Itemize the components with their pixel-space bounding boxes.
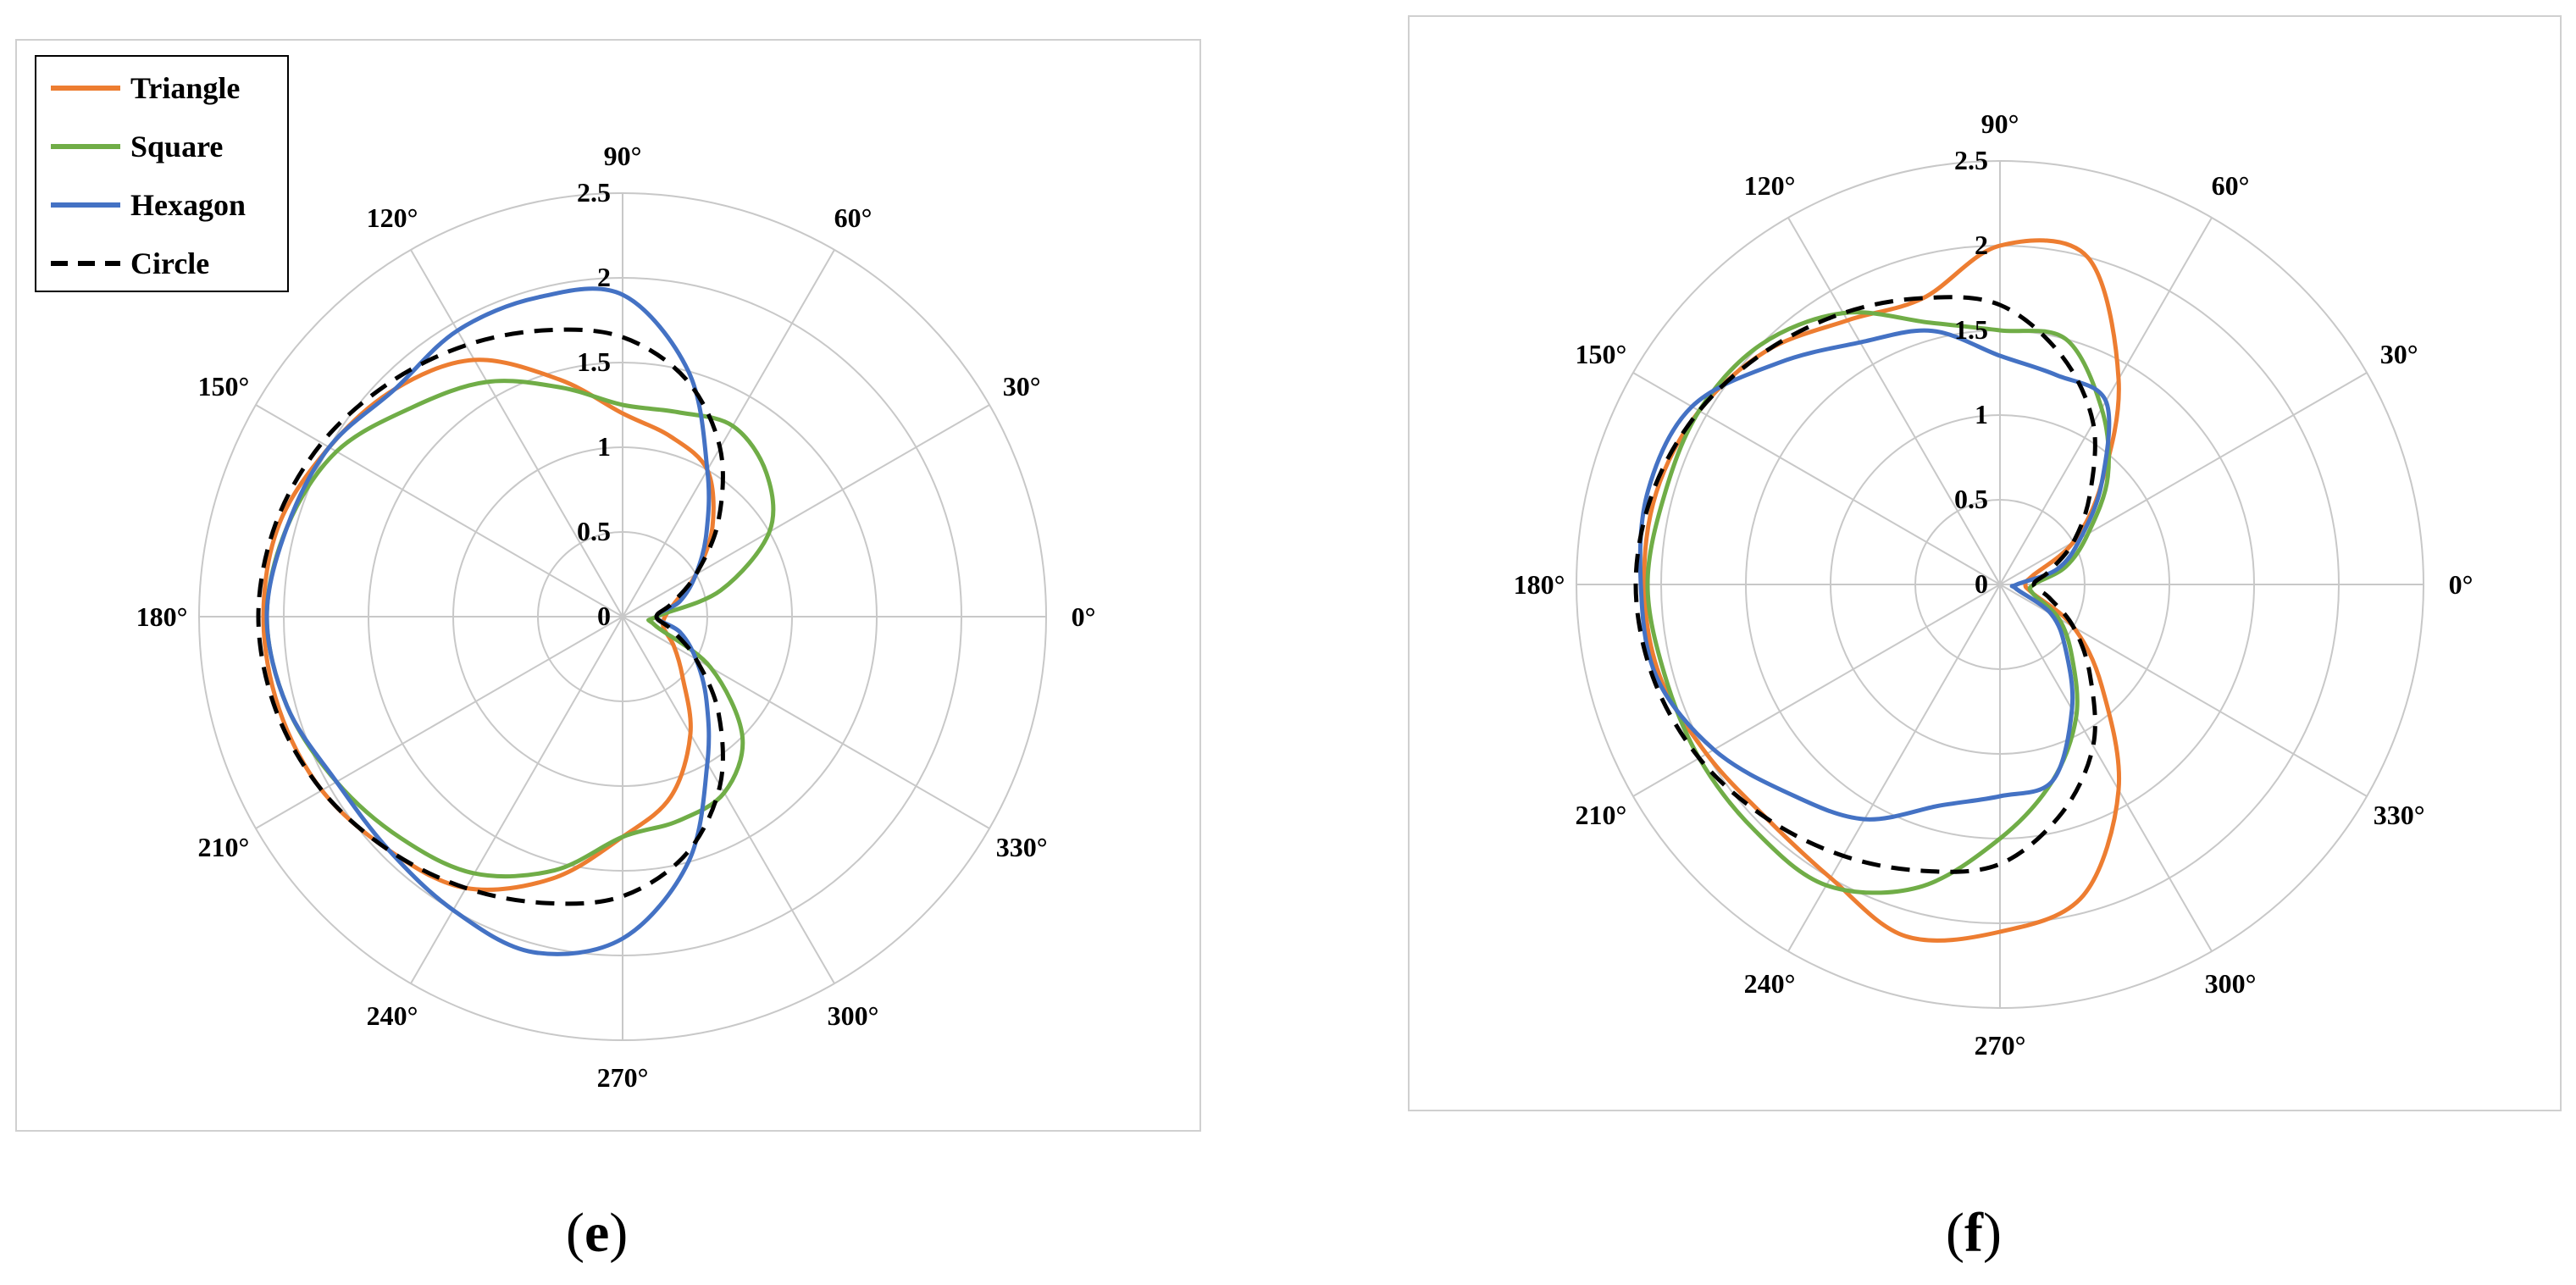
angle-tick-label: 270°	[1975, 1030, 2026, 1061]
angle-tick-label: 210°	[1575, 800, 1626, 830]
caption-f: (f)	[1946, 1202, 2002, 1264]
angle-tick-label: 210°	[197, 832, 249, 862]
angle-tick-label: 60°	[2212, 170, 2250, 201]
angle-tick-label: 150°	[1575, 339, 1626, 369]
grid-spoke	[410, 249, 623, 618]
angle-tick-label: 60°	[834, 202, 873, 233]
angle-tick-label: 270°	[597, 1062, 649, 1093]
grid-spoke	[1632, 372, 2001, 585]
grid-spoke	[622, 616, 835, 984]
angle-tick-label: 180°	[136, 601, 188, 632]
polar-grid	[198, 192, 1047, 1041]
angle-tick-label: 300°	[2205, 968, 2257, 999]
series-line-circle	[1633, 295, 2097, 874]
series-line-triangle	[261, 357, 716, 892]
grid-spoke	[1632, 584, 2001, 797]
grid-spoke	[1999, 584, 2213, 952]
angle-tick-label: 120°	[367, 202, 418, 233]
legend-label-hexagon: Hexagon	[130, 188, 246, 222]
polar-chart-f: 0 0.5 1 1.5 2 2.5 0° 30° 60° 90° 120° 150° 180° 210° 2…	[1514, 108, 2474, 1061]
series-line-hexagon	[1637, 328, 2112, 822]
series-line-hexagon	[264, 286, 712, 956]
caption-e: (e)	[566, 1202, 629, 1264]
legend-label-circle: Circle	[130, 246, 209, 280]
radial-tick-label: 2.5	[577, 177, 611, 208]
polar-chart-e: 0 0.5 1 1.5 2 2.5 0° 30° 60° 90° 120° 150° 180° 210° 2…	[35, 55, 1096, 1093]
radial-tick-label: 1	[1975, 399, 1988, 429]
angle-tick-label: 240°	[1744, 968, 1796, 999]
angle-tick-label: 90°	[604, 141, 642, 171]
legend-box	[35, 55, 289, 292]
grid-spoke	[622, 249, 835, 618]
radial-tick-label: 2	[597, 262, 611, 292]
polar-chart-panel-e: 0 0.5 1 1.5 2 2.5 0° 30° 60° 90° 120° 150° 180° 210° 2…	[15, 39, 1201, 1132]
angle-tick-label: 30°	[2380, 339, 2418, 369]
legend-label-triangle: Triangle	[130, 71, 240, 105]
polar-chart-panel-f: 0 0.5 1 1.5 2 2.5 0° 30° 60° 90° 120° 150° 180° 210° 2…	[1408, 15, 2562, 1111]
angle-tick-label: 330°	[996, 832, 1048, 862]
grid-spoke	[1999, 372, 2368, 585]
legend: Triangle Square Hexagon Circle	[35, 55, 289, 292]
legend-label-square: Square	[130, 130, 223, 163]
grid-spoke	[1787, 584, 2001, 952]
angle-tick-label: 150°	[197, 371, 249, 402]
radial-tick-label: 2	[1975, 230, 1988, 260]
grid-spoke	[622, 404, 990, 618]
grid-spoke	[255, 616, 623, 829]
series-line-circle	[256, 327, 725, 906]
angle-tick-label: 120°	[1744, 170, 1796, 201]
radial-tick-label: 0.5	[577, 516, 611, 546]
radial-tick-label: 0	[1975, 568, 1988, 599]
series-group	[1633, 238, 2122, 943]
radial-tick-label: 0.5	[1954, 484, 1988, 514]
radial-tick-label: 0	[597, 601, 611, 631]
angle-tick-label: 0°	[1072, 601, 1096, 632]
radial-tick-label: 1.5	[1954, 314, 1988, 345]
angle-tick-label: 0°	[2449, 569, 2474, 600]
polar-grid	[1576, 160, 2424, 1009]
angle-tick-label: 300°	[828, 1000, 879, 1031]
angle-tick-label: 30°	[1003, 371, 1041, 402]
grid-spoke	[255, 404, 623, 618]
angle-tick-label: 330°	[2374, 800, 2425, 830]
angle-tick-label: 90°	[1981, 108, 2019, 139]
angle-tick-label: 180°	[1514, 569, 1565, 600]
grid-spoke	[1787, 217, 2001, 585]
radial-tick-label: 1	[597, 431, 611, 462]
grid-spoke	[410, 616, 623, 984]
series-line-triangle	[1642, 238, 2122, 943]
radial-tick-label: 1.5	[577, 346, 611, 377]
grid-spoke	[622, 616, 990, 829]
series-group	[256, 286, 776, 956]
radial-tick-label: 2.5	[1954, 145, 1988, 175]
angle-tick-label: 240°	[367, 1000, 418, 1031]
